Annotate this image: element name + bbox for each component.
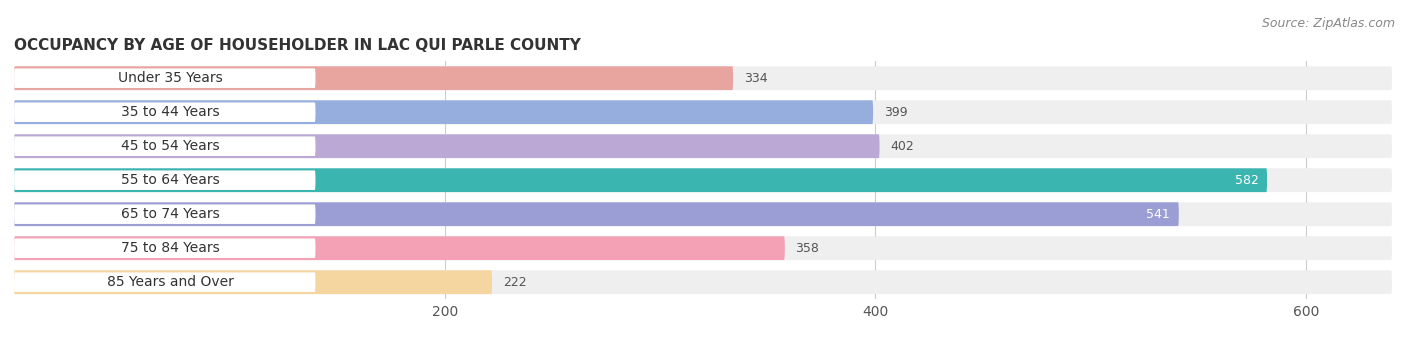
Text: Source: ZipAtlas.com: Source: ZipAtlas.com: [1261, 17, 1395, 30]
FancyBboxPatch shape: [14, 272, 315, 292]
Text: 582: 582: [1234, 174, 1258, 187]
Text: 358: 358: [796, 242, 820, 255]
Text: 402: 402: [890, 140, 914, 153]
FancyBboxPatch shape: [14, 270, 1392, 294]
FancyBboxPatch shape: [14, 68, 315, 88]
FancyBboxPatch shape: [14, 236, 1392, 260]
FancyBboxPatch shape: [14, 136, 315, 156]
FancyBboxPatch shape: [14, 236, 785, 260]
FancyBboxPatch shape: [14, 170, 315, 190]
FancyBboxPatch shape: [14, 204, 315, 224]
FancyBboxPatch shape: [14, 202, 1178, 226]
Text: 35 to 44 Years: 35 to 44 Years: [121, 105, 221, 119]
FancyBboxPatch shape: [14, 134, 1392, 158]
Text: Under 35 Years: Under 35 Years: [118, 71, 224, 85]
FancyBboxPatch shape: [14, 238, 315, 258]
Text: 55 to 64 Years: 55 to 64 Years: [121, 173, 221, 187]
Text: 222: 222: [503, 276, 526, 289]
FancyBboxPatch shape: [14, 100, 1392, 124]
FancyBboxPatch shape: [14, 134, 880, 158]
FancyBboxPatch shape: [14, 100, 873, 124]
FancyBboxPatch shape: [14, 202, 1392, 226]
FancyBboxPatch shape: [14, 270, 492, 294]
Text: 334: 334: [744, 72, 768, 85]
FancyBboxPatch shape: [14, 66, 1392, 90]
Text: 541: 541: [1146, 208, 1170, 221]
FancyBboxPatch shape: [14, 168, 1267, 192]
Text: 85 Years and Over: 85 Years and Over: [107, 275, 235, 289]
FancyBboxPatch shape: [14, 102, 315, 122]
Text: 399: 399: [884, 106, 907, 119]
FancyBboxPatch shape: [14, 66, 733, 90]
Text: 45 to 54 Years: 45 to 54 Years: [121, 139, 221, 153]
FancyBboxPatch shape: [14, 168, 1392, 192]
Text: 65 to 74 Years: 65 to 74 Years: [121, 207, 221, 221]
Text: 75 to 84 Years: 75 to 84 Years: [121, 241, 221, 255]
Text: OCCUPANCY BY AGE OF HOUSEHOLDER IN LAC QUI PARLE COUNTY: OCCUPANCY BY AGE OF HOUSEHOLDER IN LAC Q…: [14, 38, 581, 53]
